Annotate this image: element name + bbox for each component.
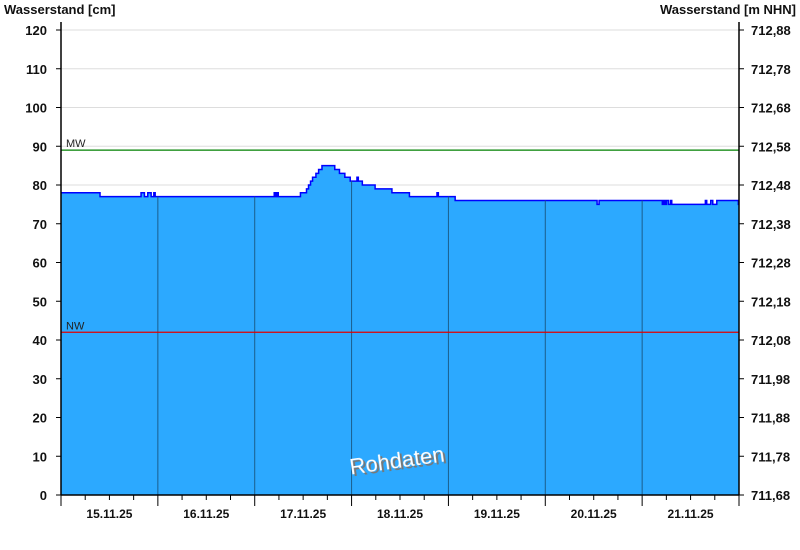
left-tick-label: 60 — [33, 256, 47, 271]
left-tick-label: 110 — [26, 62, 47, 77]
x-tick-label: 21.11.25 — [668, 507, 714, 521]
right-tick-label: 711,78 — [751, 449, 790, 464]
right-tick-label: 712,08 — [751, 333, 791, 348]
left-tick-label: 10 — [33, 449, 47, 464]
x-tick-label: 16.11.25 — [183, 507, 229, 521]
reference-label-mw: MW — [66, 138, 86, 150]
right-tick-label: 712,88 — [751, 23, 791, 38]
x-tick-label: 18.11.25 — [377, 507, 423, 521]
x-tick-label: 20.11.25 — [571, 507, 617, 521]
right-tick-label: 711,88 — [751, 411, 790, 426]
left-axis-title: Wasserstand [cm] — [4, 2, 116, 17]
right-tick-label: 712,68 — [751, 101, 791, 116]
left-tick-label: 30 — [33, 372, 47, 387]
water-level-area — [61, 165, 739, 495]
left-tick-label: 90 — [33, 139, 47, 154]
right-tick-label: 711,68 — [751, 488, 790, 503]
x-tick-label: 15.11.25 — [86, 507, 132, 521]
reference-label-nw: NW — [66, 320, 85, 332]
right-tick-label: 712,78 — [751, 62, 791, 77]
left-tick-label: 100 — [25, 101, 47, 116]
right-tick-label: 712,18 — [751, 294, 791, 309]
left-tick-label: 80 — [33, 178, 47, 193]
right-tick-label: 711,98 — [751, 372, 790, 387]
right-tick-label: 712,58 — [751, 139, 791, 154]
right-tick-label: 712,28 — [751, 256, 791, 271]
right-tick-label: 712,48 — [751, 178, 791, 193]
left-tick-label: 0 — [40, 488, 47, 503]
left-tick-label: 20 — [33, 411, 47, 426]
water-level-line — [61, 164, 740, 206]
right-axis-title: Wasserstand [m NHN] — [660, 2, 796, 17]
x-tick-label: 19.11.25 — [474, 507, 520, 521]
left-tick-label: 120 — [25, 23, 47, 38]
x-tick-label: 17.11.25 — [280, 507, 326, 521]
left-tick-label: 70 — [33, 217, 47, 232]
left-tick-label: 40 — [33, 333, 47, 348]
left-tick-label: 50 — [33, 294, 47, 309]
right-tick-label: 712,38 — [751, 217, 791, 232]
